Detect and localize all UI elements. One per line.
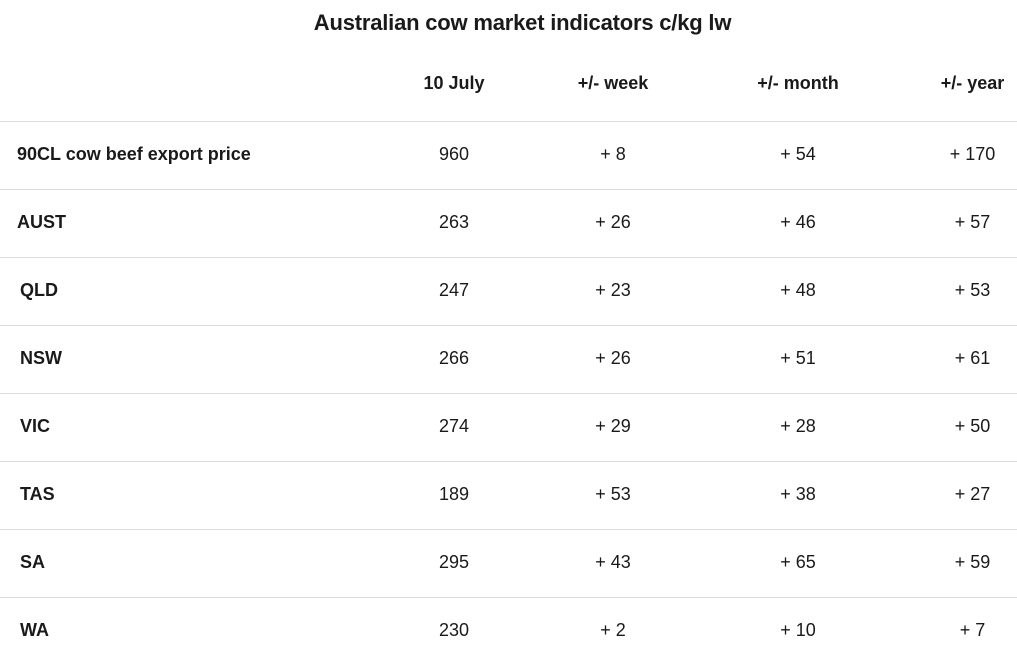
cell-week: + 26 [595,348,631,368]
cell-year: + 53 [954,280,991,300]
table-row: TAS 189 + 53 + 38 + 27 [0,461,1017,529]
cell-year: + 61 [954,348,991,368]
row-label: WA [20,620,49,640]
row-label: AUST [17,212,66,232]
cell-week: + 53 [595,484,631,504]
cell-value: 274 [438,416,470,436]
table-row: QLD 247 + 23 + 48 + 53 [0,257,1017,325]
cell-week: + 2 [600,620,626,640]
row-label: 90CL cow beef export price [17,144,251,164]
table-row: WA 230 + 2 + 10 + 7 [0,597,1017,665]
cell-month: + 54 [780,144,816,164]
cell-week: + 29 [595,416,631,436]
row-label: SA [20,552,46,572]
cell-year: + 7 [959,620,986,640]
column-header-month: +/- month [757,73,839,93]
table-row: VIC 274 + 29 + 28 + 50 [0,393,1017,461]
column-header-date: 10 July [423,73,485,93]
cell-year: + 57 [954,212,991,232]
cell-value: 189 [438,484,470,504]
cell-month: + 51 [780,348,816,368]
row-label: NSW [20,348,62,368]
cell-value: 263 [438,212,470,232]
column-header-year: +/- year [940,73,1005,93]
cell-year: + 27 [954,484,991,504]
cell-month: + 46 [780,212,816,232]
table-title: Australian cow market indicators c/kg lw [313,10,732,35]
cell-value: 247 [438,280,470,300]
cell-month: + 48 [780,280,816,300]
table-row: NSW 266 + 26 + 51 + 61 [0,325,1017,393]
cell-month: + 28 [780,416,816,436]
cell-month: + 38 [780,484,816,504]
cell-year: + 59 [954,552,991,572]
table-row: AUST 263 + 26 + 46 + 57 [0,189,1017,257]
cell-month: + 10 [780,620,816,640]
row-label: VIC [20,416,51,436]
cell-week: + 23 [595,280,631,300]
column-header-week: +/- week [577,73,649,93]
cell-value: 266 [438,348,470,368]
row-label: TAS [20,484,55,504]
cell-week: + 8 [600,144,626,164]
cell-week: + 26 [595,212,631,232]
cell-week: + 43 [595,552,631,572]
table-row: SA 295 + 43 + 65 + 59 [0,529,1017,597]
cell-value: 230 [438,620,470,640]
row-label: QLD [20,280,58,300]
cell-value: 960 [438,144,470,164]
cell-month: + 65 [780,552,816,572]
table-row: 90CL cow beef export price 960 + 8 + 54 … [0,121,1017,189]
cell-year: + 50 [954,416,991,436]
table-body: 90CL cow beef export price 960 + 8 + 54 … [0,121,1017,665]
cell-value: 295 [438,552,470,572]
cell-year: + 170 [949,144,996,164]
